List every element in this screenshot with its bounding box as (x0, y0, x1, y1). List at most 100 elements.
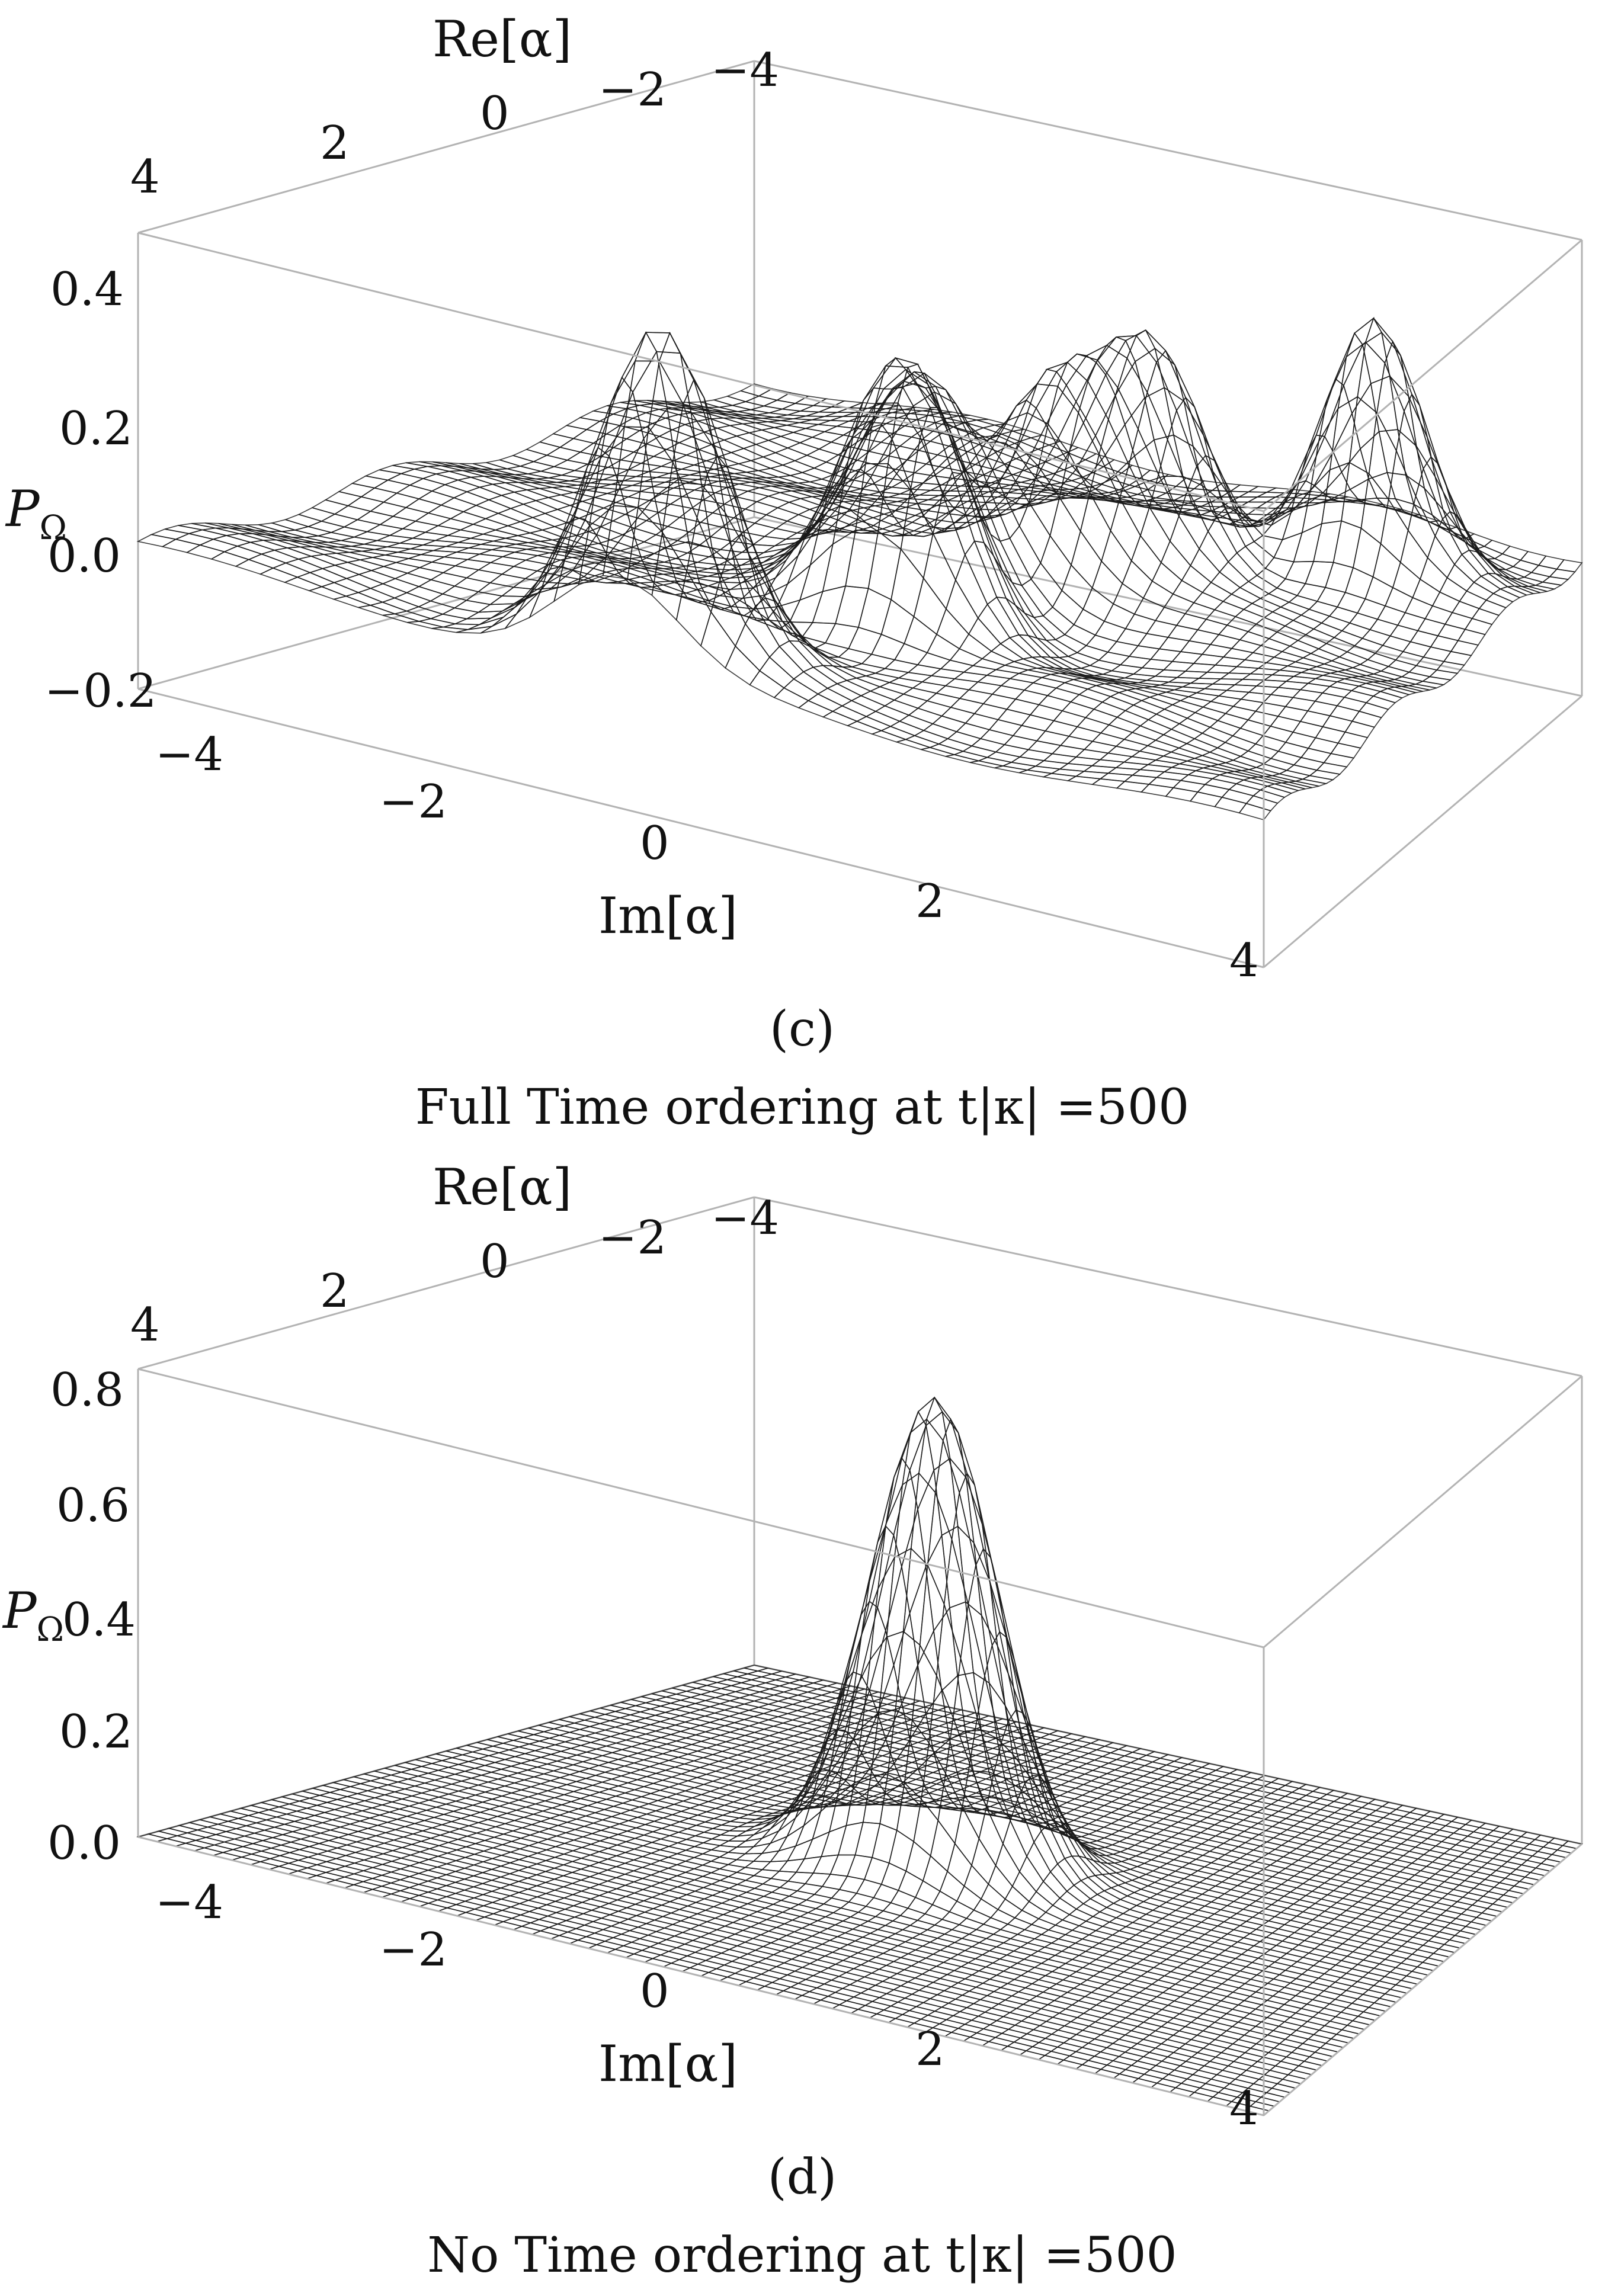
surface-patch (761, 1835, 789, 1855)
surface-patch (831, 1888, 858, 1903)
surface-patch (751, 405, 783, 413)
surface-patch (988, 1864, 1013, 1900)
surface-patch (414, 512, 452, 527)
surface-patch (1133, 597, 1165, 621)
surface-patch (981, 1615, 1006, 1706)
surface-patch (1404, 597, 1434, 620)
surface-patch (799, 640, 834, 667)
surface-patch (525, 441, 562, 456)
surface-patch (411, 531, 450, 541)
surface-patch (518, 461, 556, 472)
surface-patch (930, 668, 965, 679)
surface-patch (685, 449, 720, 461)
surface-patch (1075, 749, 1110, 761)
surface-patch (907, 1897, 934, 1915)
surface-patch (1107, 641, 1139, 657)
surface-patch (1094, 620, 1127, 642)
surface-patch (1142, 580, 1174, 608)
surface-patch (1116, 329, 1146, 341)
surface-patch (925, 1410, 951, 1471)
surface-patch (1368, 411, 1397, 501)
surface-patch (1253, 535, 1283, 559)
surface-patch (444, 551, 482, 560)
surface-patch (356, 511, 395, 525)
surface-patch (1337, 731, 1369, 749)
surface-patch (1222, 647, 1254, 660)
surface-patch (880, 598, 915, 644)
surface-patch (664, 540, 700, 554)
surface-patch (1404, 393, 1432, 470)
surface-patch (927, 1492, 953, 1606)
surface-patch (1292, 720, 1324, 739)
surface-patch (1049, 1863, 1075, 1892)
surface-patch (909, 1566, 934, 1667)
plot-c-surface (136, 316, 1583, 820)
surface-patch (924, 1904, 950, 1920)
box-edge-back (754, 60, 1582, 241)
surface-patch (1369, 618, 1399, 637)
surface-patch (1236, 546, 1267, 576)
surface-patch (1366, 673, 1395, 682)
box-edge-front (137, 688, 1264, 969)
surface-patch (373, 479, 412, 494)
surface-patch (917, 652, 952, 669)
surface-patch (905, 1840, 931, 1882)
surface-patch (1079, 491, 1111, 563)
surface-patch (913, 463, 947, 477)
surface-patch (1480, 572, 1509, 590)
surface-patch (872, 1823, 898, 1864)
surface-patch (259, 567, 299, 583)
surface-patch (1437, 623, 1466, 642)
surface-patch (1140, 784, 1174, 797)
surface-patch (917, 441, 950, 456)
surface-patch (489, 556, 527, 567)
surface-patch (1277, 681, 1309, 691)
surface-patch (713, 487, 749, 498)
surface-patch (999, 537, 1032, 586)
surface-patch (1299, 710, 1331, 727)
surface-patch (324, 491, 363, 506)
plot-c-ztick: 0.4 (50, 263, 124, 316)
surface-patch (418, 490, 456, 506)
plot-c-zaxis-label-main: P (5, 480, 40, 538)
surface-patch (989, 1581, 1014, 1688)
surface-patch (453, 577, 492, 592)
box-edge-back (137, 60, 755, 234)
surface-patch (136, 534, 178, 547)
surface-patch (870, 730, 908, 743)
surface-patch (657, 504, 693, 518)
surface-patch (1450, 640, 1479, 656)
surface-patch (632, 350, 668, 440)
surface-patch (659, 460, 696, 470)
surface-patch (465, 591, 504, 605)
surface-patch (821, 1824, 847, 1858)
surface-patch (1498, 568, 1526, 580)
surface-patch (1206, 664, 1238, 674)
surface-patch (775, 601, 810, 647)
surface-patch (712, 396, 748, 406)
box-edge-front (137, 232, 1264, 512)
box-edge-front (1263, 239, 1582, 512)
surface-patch (1085, 634, 1118, 653)
surface-patch (1537, 555, 1565, 570)
surface-patch (1420, 557, 1448, 593)
surface-patch (1172, 579, 1203, 604)
surface-patch (824, 412, 856, 417)
surface-patch (1011, 582, 1045, 618)
surface-patch (1266, 783, 1300, 794)
surface-patch (803, 1831, 831, 1860)
surface-patch (904, 615, 938, 653)
plot-c-ytick: 4 (1229, 934, 1259, 987)
surface-patch (909, 1397, 936, 1435)
surface-patch (624, 506, 660, 521)
surface-patch (1318, 357, 1347, 442)
surface-patch (1377, 605, 1406, 626)
surface-patch (956, 1885, 982, 1911)
surface-plot-d: Re[α] 4 2 0 −2 −4 0.8 0.6 0.4 0.2 0.0 PΩ… (0, 1148, 1605, 2296)
surface-patch (388, 528, 427, 539)
surface-patch (1380, 498, 1409, 563)
surface-patch (769, 1845, 797, 1862)
surface-patch (675, 569, 712, 647)
surface-patch (764, 597, 800, 642)
surface-patch (511, 448, 549, 463)
